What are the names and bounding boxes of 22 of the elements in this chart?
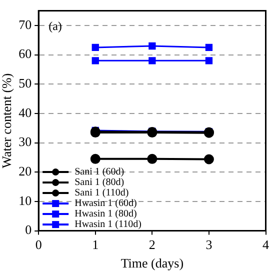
y-tick-label: 0 — [25, 222, 32, 238]
legend-label: Sani 1 (60d) — [74, 166, 124, 178]
y-tick-label: 40 — [18, 104, 32, 120]
x-tick-label: 2 — [148, 237, 156, 252]
legend-label: Hwasin 1 (110d) — [74, 219, 142, 230]
y-tick-label: 50 — [18, 76, 32, 91]
legend-label: Hwasin 1 (60d) — [74, 198, 137, 210]
y-tick-label: 20 — [18, 164, 32, 179]
x-tick-label: 1 — [92, 237, 99, 252]
legend-label: Hwasin 1 (80d) — [74, 208, 137, 220]
y-tick-label: 70 — [18, 16, 32, 32]
y-tick-label: 60 — [18, 46, 32, 62]
x-axis-title: Time (days) — [120, 256, 184, 271]
legend-label: Sani 1 (80d) — [74, 177, 124, 188]
y-tick-label: 30 — [18, 134, 32, 150]
annotation: (a) — [48, 18, 62, 33]
y-tick-label: 10 — [18, 192, 32, 208]
x-tick-label: 4 — [262, 237, 270, 252]
legend-label: Sani 1 (110d) — [74, 188, 129, 199]
x-tick-label: 0 — [35, 237, 42, 252]
x-tick-label: 3 — [206, 237, 212, 252]
y-axis-title: Water content (%) — [0, 73, 14, 168]
